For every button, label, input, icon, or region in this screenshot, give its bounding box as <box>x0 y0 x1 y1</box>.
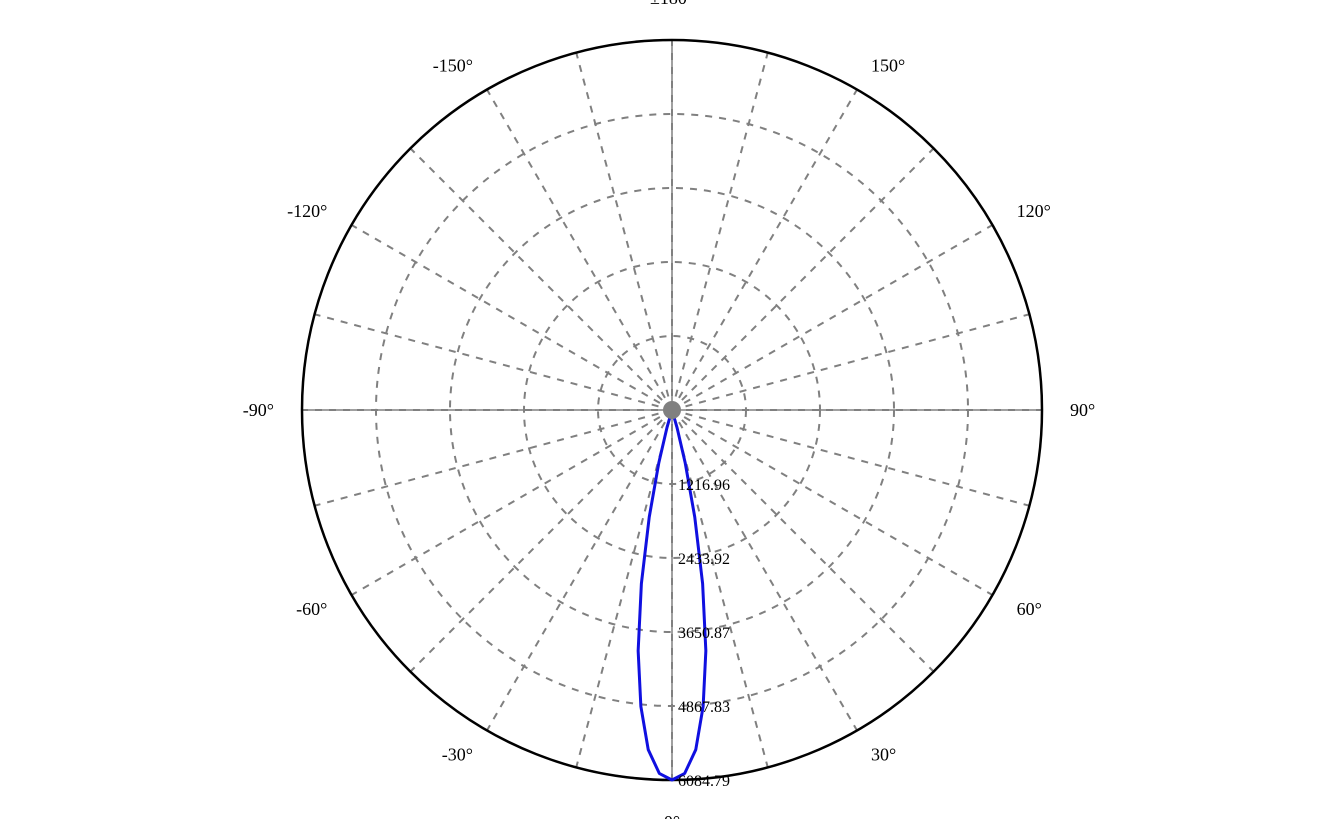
angle-label: 150° <box>871 55 905 75</box>
angle-label: 120° <box>1017 201 1051 221</box>
angle-label: -150° <box>433 55 473 75</box>
angle-label: -120° <box>287 201 327 221</box>
polar-svg: 1216.96 2433.92 3650.87 4867.83 6084.79 0° 30°… <box>0 0 1343 819</box>
angle-label: -30° <box>442 745 473 765</box>
polar-chart: 1216.96 2433.92 3650.87 4867.83 6084.79 0° 30°… <box>0 0 1343 819</box>
angle-label: 30° <box>871 745 896 765</box>
angle-label: -60° <box>296 599 327 619</box>
radial-tick-label: 3650.87 <box>678 625 730 642</box>
center-dot <box>663 401 681 419</box>
radial-tick-label: 6084.79 <box>678 773 730 790</box>
radial-tick-label: 4867.83 <box>678 699 730 716</box>
radial-tick-label: 2433.92 <box>678 551 730 568</box>
angle-label: 0° <box>664 812 680 819</box>
radial-tick-label: 1216.96 <box>678 477 730 494</box>
angle-label: ±180° <box>650 0 694 8</box>
angle-label: 90° <box>1070 400 1095 420</box>
angle-label: -90° <box>243 400 274 420</box>
angle-label: 60° <box>1017 599 1042 619</box>
